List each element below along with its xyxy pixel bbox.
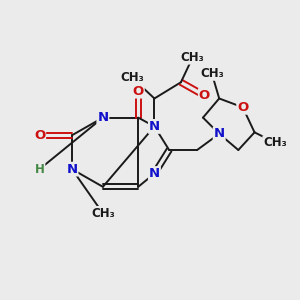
Text: CH₃: CH₃ <box>121 71 144 84</box>
Text: O: O <box>133 85 144 98</box>
Text: O: O <box>199 89 210 102</box>
Text: N: N <box>149 120 160 133</box>
Text: O: O <box>237 101 248 114</box>
Text: CH₃: CH₃ <box>263 136 287 149</box>
Text: N: N <box>149 167 160 180</box>
Text: CH₃: CH₃ <box>91 207 115 220</box>
Text: N: N <box>214 127 225 140</box>
Text: O: O <box>34 129 45 142</box>
Text: N: N <box>97 111 109 124</box>
Text: CH₃: CH₃ <box>181 51 205 64</box>
Text: N: N <box>66 163 77 176</box>
Text: H: H <box>34 163 44 176</box>
Text: CH₃: CH₃ <box>200 67 224 80</box>
